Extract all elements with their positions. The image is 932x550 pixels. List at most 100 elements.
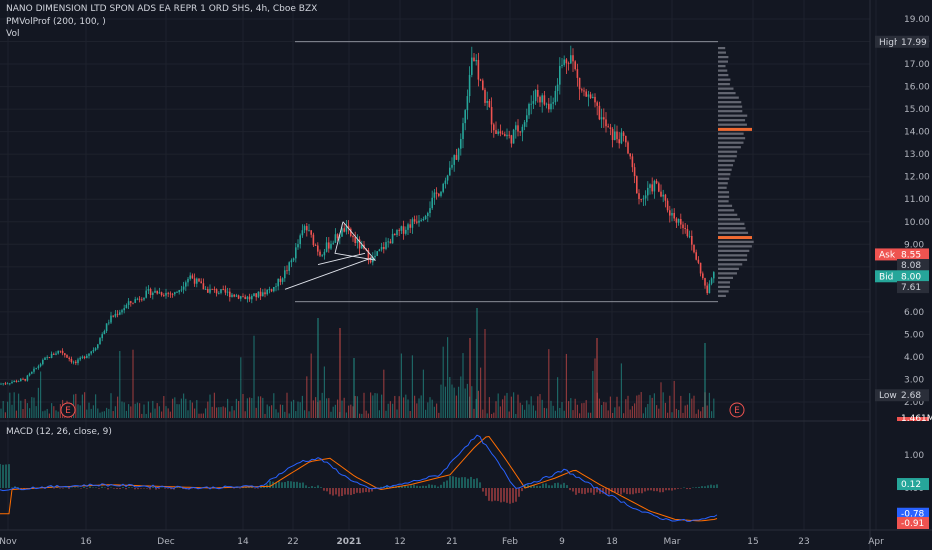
- price-tick-label: 17.00: [904, 60, 930, 70]
- price-tick-label: 10.00: [904, 218, 930, 228]
- volume-bar: [224, 407, 226, 418]
- volume-bar: [656, 405, 658, 418]
- volume-bar: [108, 408, 110, 418]
- earnings-marker[interactable]: [729, 402, 745, 418]
- macd-histogram-bar: [251, 487, 253, 488]
- volume-bar: [367, 413, 369, 418]
- candle-body: [625, 135, 627, 143]
- volume-bar: [244, 411, 246, 418]
- candle-body: [438, 193, 440, 196]
- volume-bar: [161, 411, 163, 418]
- candle-body: [33, 368, 35, 372]
- profile-bar: [718, 200, 729, 203]
- candle-body: [202, 283, 205, 290]
- macd-histogram-bar: [491, 488, 493, 502]
- macd-histogram-bar: [434, 485, 436, 488]
- macd-histogram-bar: [668, 488, 670, 491]
- candle-body: [506, 134, 508, 137]
- candle-body: [455, 155, 458, 160]
- macd-histogram-bar: [86, 488, 88, 489]
- volume-bar: [361, 413, 363, 418]
- candle-body: [682, 224, 684, 229]
- macd-axis[interactable]: 1.000.000.12-0.78-0.91: [897, 451, 929, 530]
- candle-body: [607, 126, 609, 128]
- volume-spike: [704, 343, 706, 418]
- macd-line: [0, 434, 718, 522]
- candle-body: [583, 90, 585, 92]
- volume-bar: [645, 407, 647, 418]
- volume-bar: [480, 367, 482, 418]
- volume-bar: [227, 398, 229, 418]
- macd-histogram-bar: [326, 488, 328, 492]
- time-axis[interactable]: Nov 16 Dec 14 22 2021 12 21 Feb 9 18 Mar 15 23 Apr: [0, 537, 884, 547]
- macd-histogram-bar: [473, 479, 475, 488]
- candle-body: [299, 235, 301, 245]
- grid-lines: [0, 0, 877, 530]
- macd-histogram-bar: [647, 488, 649, 491]
- volume-bar: [572, 410, 574, 418]
- profile-bar: [718, 209, 735, 212]
- volume-bar: [526, 400, 528, 418]
- volume-bar: [436, 403, 438, 418]
- candle-body: [182, 286, 185, 290]
- macd-histogram-bar: [65, 487, 67, 488]
- candle-body: [174, 292, 176, 295]
- high-tag-value: 17.99: [901, 38, 927, 48]
- price-axis[interactable]: 19.0018.0017.0016.0015.0014.0013.0012.00…: [904, 15, 930, 408]
- profile-bar: [718, 87, 734, 90]
- profile-bar: [718, 254, 748, 257]
- candle-body: [176, 292, 178, 293]
- volume-bar: [376, 393, 378, 418]
- volume-bar: [453, 387, 455, 418]
- volume-bar: [565, 353, 567, 418]
- volume-bar: [451, 384, 453, 418]
- candle-body: [460, 139, 462, 149]
- volume-bar: [629, 409, 631, 418]
- macd-histogram-bar: [665, 488, 667, 491]
- macd-histogram-bar: [443, 481, 445, 488]
- candle-body: [246, 296, 249, 299]
- volume-bar: [541, 399, 543, 418]
- volume-profile-legend[interactable]: PMVolProf (200, 100, ): [6, 17, 106, 27]
- volume-legend[interactable]: Vol: [6, 29, 20, 39]
- macd-histogram-bar: [446, 480, 448, 488]
- volume-bar: [359, 413, 361, 418]
- candle-body: [81, 356, 84, 358]
- triangle-pattern-drawing[interactable]: [284, 221, 377, 290]
- candle-body: [165, 292, 167, 296]
- volume-bar: [196, 400, 198, 418]
- macd-histogram-bar: [539, 485, 541, 488]
- candle-body: [123, 308, 125, 311]
- candle-body: [669, 210, 671, 216]
- volume-bar: [594, 358, 596, 418]
- profile-bar: [718, 74, 729, 77]
- macd-histogram-bar: [704, 486, 706, 488]
- volume-bar: [442, 346, 444, 418]
- volume-spike: [317, 318, 319, 418]
- macd-histogram-bar: [92, 487, 94, 488]
- candle-body: [389, 241, 392, 244]
- macd-legend[interactable]: MACD (12, 26, close, 9): [6, 427, 112, 437]
- volume-bar: [579, 413, 581, 418]
- volume-bar: [341, 400, 343, 418]
- profile-bar: [718, 173, 731, 176]
- candle-body: [559, 66, 561, 85]
- volume-bar: [493, 412, 495, 418]
- candle-body: [266, 289, 268, 295]
- macd-histogram-bar: [440, 484, 442, 488]
- volume-bar: [713, 398, 715, 418]
- volume-bar: [486, 413, 488, 418]
- macd-histogram-bar: [449, 476, 451, 488]
- macd-value: 0.12: [901, 480, 921, 490]
- candle-body: [2, 383, 4, 385]
- candle-body: [526, 115, 528, 123]
- low-tag-value-box: [897, 389, 929, 402]
- earnings-marker[interactable]: [60, 402, 76, 418]
- candle-body: [94, 348, 97, 351]
- profile-bar: [718, 195, 730, 198]
- candle-body: [468, 74, 471, 97]
- symbol-title[interactable]: NANO DIMENSION LTD SPON ADS EA REPR 1 OR…: [6, 4, 318, 14]
- macd-histogram-bar: [179, 487, 181, 488]
